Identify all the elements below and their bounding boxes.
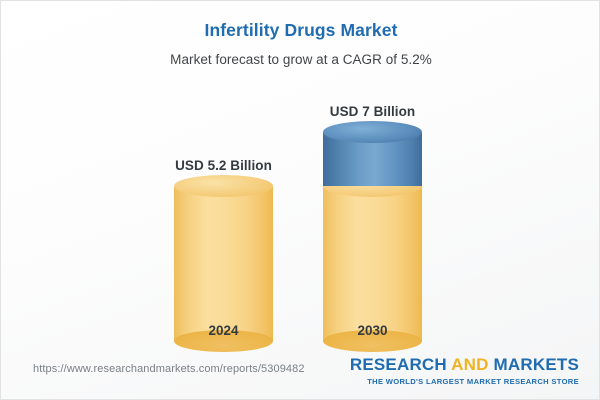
logo-markets-text: MARKETS <box>488 355 579 374</box>
bar-2024: USD 5.2 Billion <box>174 119 273 352</box>
logo-and-text: AND <box>451 355 489 374</box>
report-url[interactable]: https://www.researchandmarkets.com/repor… <box>33 363 305 375</box>
cylinder-body <box>174 186 273 341</box>
page-title: Infertility Drugs Market <box>204 20 398 40</box>
cylinder-body <box>323 186 422 341</box>
logo-wordmark: RESEARCH AND MARKETS <box>350 355 579 374</box>
cylinder-top-cap <box>174 175 273 197</box>
cylinder-bottom-cap <box>323 330 422 352</box>
cylinder-bottom-cap <box>174 330 273 352</box>
logo-tagline: THE WORLD'S LARGEST MARKET RESEARCH STOR… <box>367 377 579 386</box>
chart-subtitle: Market forecast to grow at a CAGR of 5.2… <box>170 52 432 67</box>
cylinder-top-cap <box>323 121 422 143</box>
axis-label-2024: 2024 <box>208 323 239 338</box>
data-label-2024: USD 5.2 Billion <box>175 158 272 173</box>
chart-plot-area: USD 5.2 Billion USD 7 Billion 2024 2030 <box>1 91 600 352</box>
chart-footer: https://www.researchandmarkets.com/repor… <box>1 347 600 399</box>
cylinder-2024-base <box>174 175 273 352</box>
bar-2030: USD 7 Billion <box>323 65 422 352</box>
cylinder-2030-growth <box>323 121 422 186</box>
chart-header: Infertility Drugs Market Market forecast… <box>1 19 600 70</box>
logo-research-text: RESEARCH <box>349 355 452 374</box>
data-label-2030: USD 7 Billion <box>329 104 416 119</box>
cylinder-2030-base <box>323 175 422 352</box>
axis-label-2030: 2030 <box>357 323 388 338</box>
research-and-markets-logo[interactable]: RESEARCH AND MARKETS THE WORLD'S LARGEST… <box>350 355 579 387</box>
